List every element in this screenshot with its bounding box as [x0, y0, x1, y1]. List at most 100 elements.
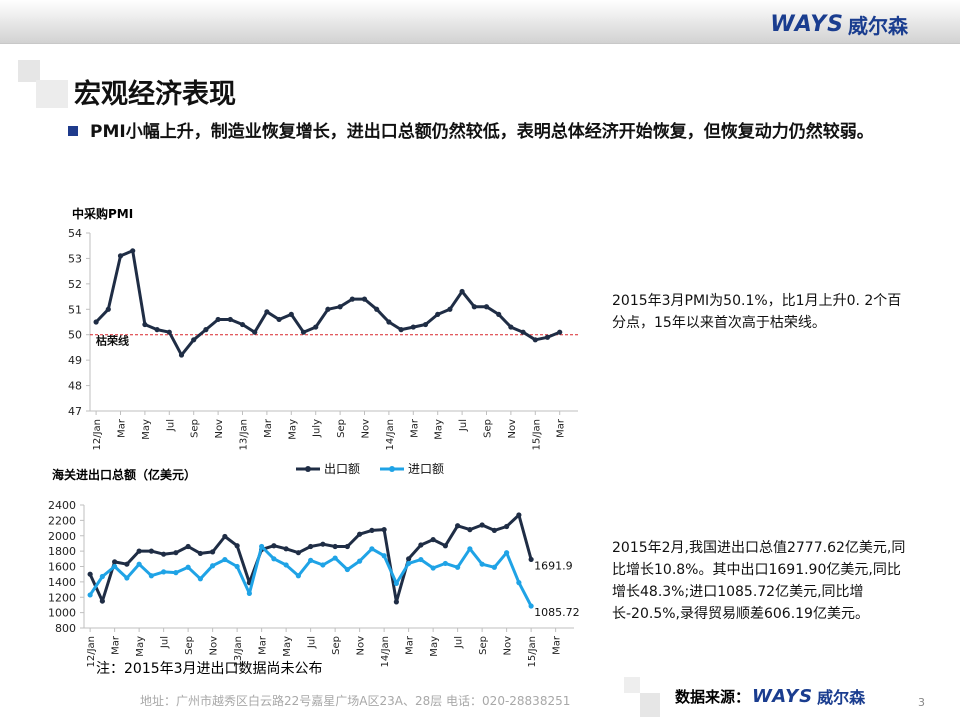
data-point: [99, 573, 105, 580]
y-tick-label: 50: [68, 329, 82, 342]
x-tick-label: Mar: [405, 635, 416, 655]
data-point: [130, 248, 136, 254]
x-tick-label: 14/Jan: [385, 419, 396, 451]
series-end-label: 1691.9: [534, 559, 573, 572]
data-point: [528, 603, 534, 609]
data-point: [283, 562, 289, 568]
data-point: [105, 306, 111, 312]
x-tick-label: July: [312, 419, 323, 438]
data-point: [544, 334, 551, 340]
x-tick-label: Sep: [190, 419, 201, 438]
data-source-label: 数据来源：: [675, 687, 751, 706]
data-point: [246, 590, 252, 597]
x-tick-label: Sep: [336, 419, 347, 438]
data-point: [203, 327, 209, 333]
x-tick-label: Mar: [409, 418, 420, 438]
data-point: [479, 522, 485, 528]
data-point: [455, 523, 461, 529]
data-point: [197, 550, 203, 557]
data-point: [320, 541, 326, 547]
data-point: [483, 304, 490, 310]
data-point: [332, 555, 338, 561]
x-tick-label: Jul: [165, 419, 176, 432]
data-point: [344, 566, 350, 573]
x-tick-label: Jul: [454, 636, 465, 649]
data-point: [239, 321, 246, 328]
data-point: [87, 571, 93, 577]
reference-line-label: 枯荣线: [96, 334, 129, 348]
pmi-chart-title: 中采购PMI: [72, 207, 134, 221]
y-tick-label: 2200: [48, 514, 76, 527]
data-point: [442, 560, 448, 567]
y-tick-label: 1800: [48, 545, 76, 558]
data-point: [491, 527, 497, 533]
data-point: [325, 306, 331, 312]
data-point: [313, 324, 319, 330]
data-point: [295, 573, 301, 579]
data-point: [222, 533, 228, 540]
data-point: [222, 556, 228, 563]
series-end-label: 1085.72: [534, 606, 580, 619]
y-tick-label: 1200: [48, 591, 76, 604]
data-point: [271, 543, 277, 549]
data-point: [369, 527, 375, 533]
footer-decoration: [624, 677, 660, 717]
x-tick-label: May: [434, 419, 445, 440]
data-point: [148, 548, 154, 554]
source-logo-en: WAYS: [752, 685, 814, 707]
data-point: [93, 319, 99, 325]
x-tick-label: Mar: [117, 418, 128, 438]
data-point: [288, 311, 294, 317]
data-point: [504, 550, 510, 556]
data-point: [142, 321, 148, 328]
data-point: [467, 527, 473, 533]
x-tick-label: May: [429, 636, 440, 657]
data-point: [557, 329, 563, 335]
data-point: [435, 311, 441, 317]
x-tick-label: Nov: [356, 636, 367, 656]
logo-text-en: WAYS: [770, 12, 844, 37]
data-point: [197, 576, 203, 582]
data-point: [215, 316, 221, 323]
y-tick-label: 2000: [48, 530, 76, 543]
trade-chart-title: 海关进出口总额（亿美元）: [52, 468, 197, 482]
x-tick-label: Jul: [160, 636, 171, 649]
data-point: [117, 253, 124, 259]
data-point: [185, 543, 191, 550]
data-point: [166, 329, 172, 335]
data-point: [344, 543, 350, 550]
title-decoration-square: [18, 60, 40, 82]
data-point: [210, 563, 216, 569]
data-point: [136, 548, 142, 554]
data-source: 数据来源： WAYS 威尔森: [675, 684, 865, 708]
header-bar: WAYS 威尔森: [0, 0, 960, 44]
data-point: [112, 559, 118, 565]
data-point: [210, 549, 216, 555]
data-point: [361, 296, 368, 302]
trade-commentary: 2015年2月,我国进出口总值2777.62亿美元,同比增长10.8%。其中出口…: [612, 540, 906, 622]
x-tick-label: May: [141, 419, 152, 440]
title-decoration-square: [36, 80, 68, 108]
x-tick-label: Jul: [458, 419, 469, 432]
data-point: [447, 306, 453, 312]
data-point: [148, 573, 154, 579]
x-tick-label: 13/Jan: [233, 636, 244, 668]
data-point: [430, 536, 436, 543]
data-point: [112, 563, 118, 570]
data-point: [154, 327, 160, 333]
data-point: [398, 327, 404, 333]
data-point: [173, 570, 179, 576]
data-point: [532, 337, 538, 343]
y-tick-label: 1400: [48, 576, 76, 589]
summary-text: PMI小幅上升，制造业恢复增长，进出口总额仍然较低，表明总体经济开始恢复，但恢复…: [90, 122, 874, 142]
x-tick-label: Sep: [483, 419, 494, 438]
data-point: [264, 309, 270, 315]
data-point: [234, 543, 240, 549]
x-tick-label: Mar: [263, 418, 274, 438]
x-tick-label: Sep: [184, 636, 195, 655]
data-point: [479, 561, 485, 567]
data-point: [227, 316, 233, 323]
x-tick-label: 15/Jan: [527, 636, 538, 668]
data-point: [124, 561, 130, 567]
data-point: [504, 523, 510, 530]
